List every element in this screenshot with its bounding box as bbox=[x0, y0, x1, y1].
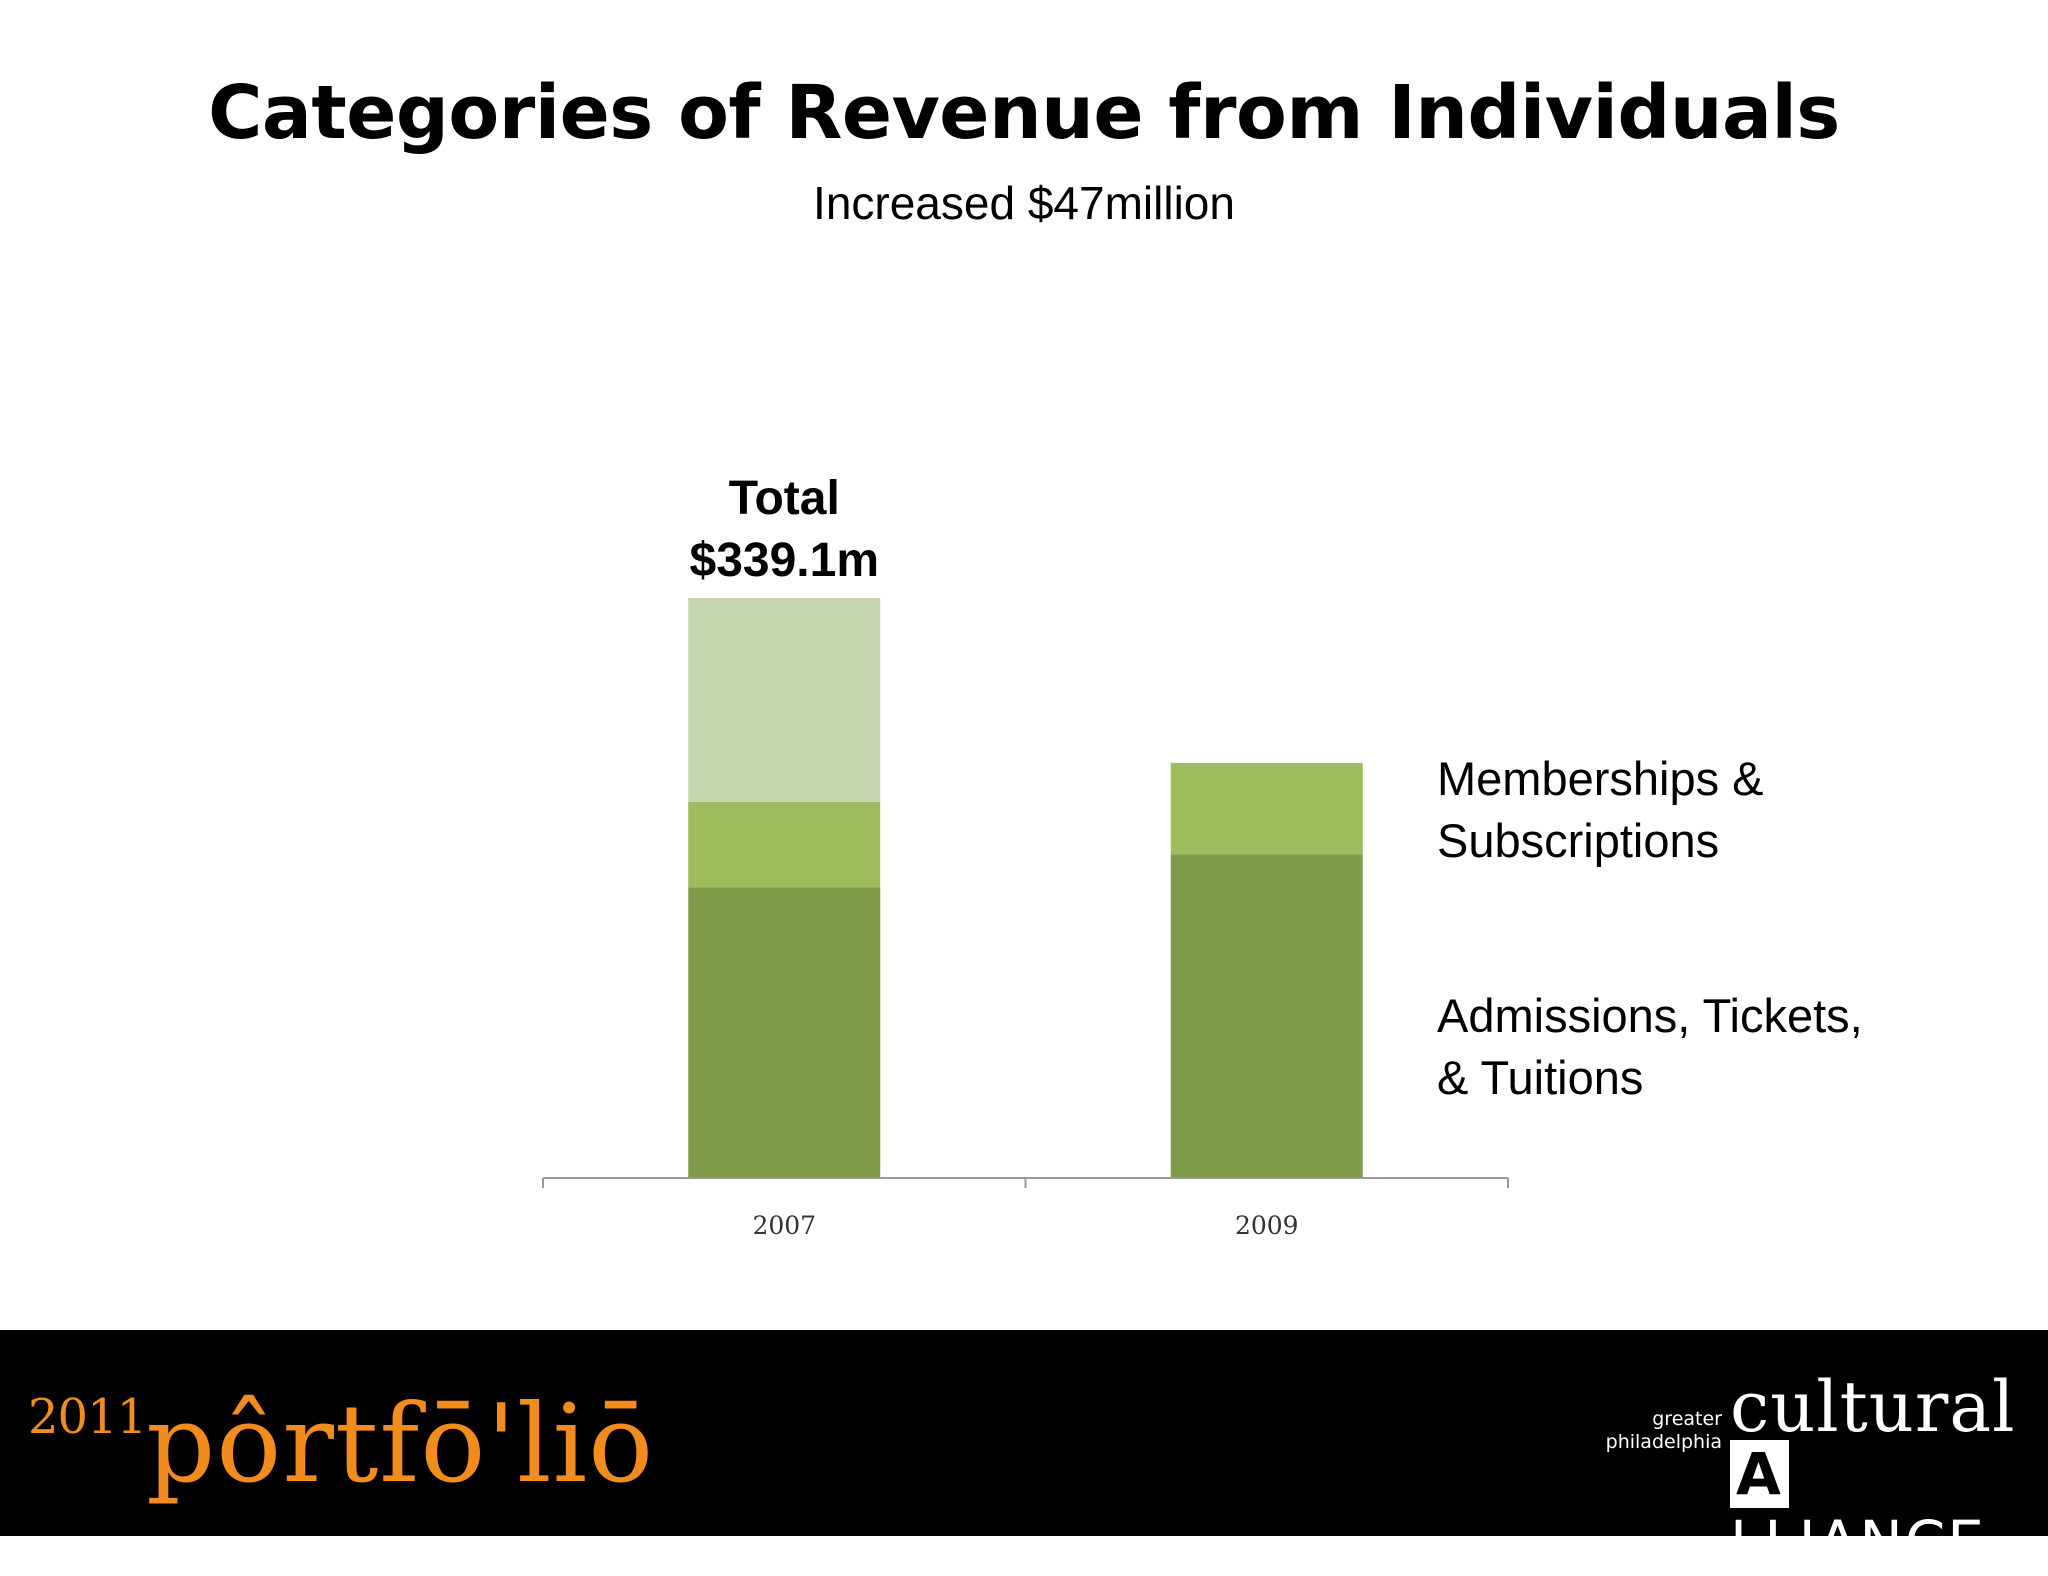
total-annotation-line: Total bbox=[729, 472, 840, 525]
stacked-bar-chart: 2007 2009 Total $339.1m bbox=[542, 472, 1509, 1240]
x-tick-label: 2007 bbox=[752, 1211, 816, 1240]
slide-subtitle: Increased $47million bbox=[813, 177, 1235, 229]
bars-group bbox=[688, 598, 1363, 1178]
logo-small-line: philadelphia bbox=[1605, 1431, 1722, 1453]
slide-title: Categories of Revenue from Individuals bbox=[208, 70, 1840, 156]
logo-small-text: greater philadelphia bbox=[1602, 1408, 1722, 1454]
footer-bar: 2011pôrtfō'liō greater philadelphia cult… bbox=[0, 1330, 2048, 1576]
portfolio-logo: 2011pôrtfō'liō bbox=[28, 1382, 654, 1507]
annotations-group: Total $339.1m bbox=[690, 472, 880, 587]
legend-label-line: Admissions, Tickets, bbox=[1437, 989, 1863, 1042]
bar-segment-2007-2 bbox=[688, 598, 881, 802]
logo-alliance-word: ALLIANCE bbox=[1730, 1440, 2022, 1576]
x-axis: 2007 2009 bbox=[542, 1177, 1509, 1240]
logo-alliance-rest: LLIANCE bbox=[1730, 1508, 1986, 1576]
bar-segment-2009-1 bbox=[1170, 762, 1363, 855]
legend-label-line: Memberships & bbox=[1437, 752, 1764, 805]
logo-word: pôrtfō'liō bbox=[146, 1382, 655, 1507]
logo-year: 2011 bbox=[28, 1389, 147, 1445]
logo-small-line: greater bbox=[1652, 1408, 1722, 1430]
bar-segment-2007-1 bbox=[688, 801, 881, 888]
bar-segment-2007-0 bbox=[688, 887, 881, 1178]
logo-cultural-word: cultural bbox=[1730, 1366, 2016, 1448]
cultural-alliance-logo: greater philadelphia cultural ALLIANCE bbox=[1602, 1366, 2022, 1576]
bar-segment-2009-0 bbox=[1170, 854, 1363, 1178]
legend-label-memberships: Memberships & Subscriptions bbox=[1437, 748, 1997, 872]
slide: Categories of Revenue from Individuals I… bbox=[0, 70, 2048, 1576]
total-annotation-line: $339.1m bbox=[690, 534, 880, 587]
legend-label-line: Subscriptions bbox=[1437, 814, 1720, 867]
x-tick-label: 2009 bbox=[1235, 1211, 1299, 1240]
legend-label-admissions: Admissions, Tickets, & Tuitions bbox=[1437, 985, 1997, 1109]
logo-a-box: A bbox=[1730, 1440, 1789, 1508]
legend-label-line: & Tuitions bbox=[1437, 1051, 1644, 1104]
